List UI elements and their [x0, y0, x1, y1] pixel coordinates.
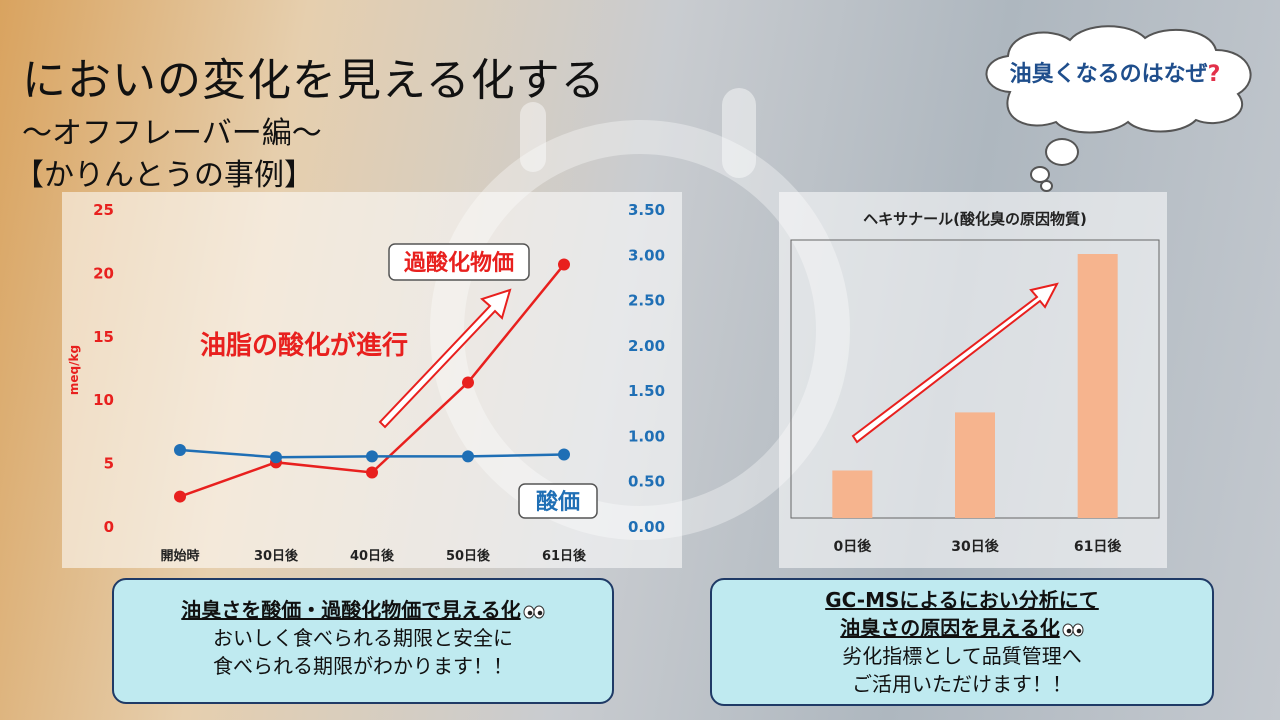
data-point-acid: [366, 450, 378, 463]
data-point-acid: [174, 444, 186, 457]
data-point-peroxide: [366, 466, 378, 479]
y-tick-label-left: 10: [93, 391, 114, 409]
cloud-shape: [985, 25, 1252, 134]
x-tick-label: 0日後: [833, 538, 872, 555]
y-tick-label-right: 1.50: [628, 382, 665, 400]
cloud-question: 油臭くなるのはなぜ?: [970, 56, 1260, 88]
data-point-peroxide: [462, 376, 474, 389]
x-tick-label: 61日後: [1074, 538, 1122, 555]
data-point-acid: [558, 448, 570, 461]
data-point-peroxide: [558, 258, 570, 271]
y-tick-label-left: 0: [104, 518, 114, 536]
y-tick-label-right: 3.50: [628, 201, 665, 219]
eyes-icon: [523, 605, 545, 618]
info-left-line2: 食べられる期限がわかります！！: [213, 654, 513, 678]
x-tick-label: 開始時: [160, 548, 199, 564]
line-chart: 0 5 10 15 20 25 0.00 0.50 1.00 1.50 2.00 2.50 3.00 3…: [67, 201, 665, 564]
info-left-heading: 油臭さを酸価・過酸化物価で見える化: [181, 598, 521, 622]
peroxide-label-box: [388, 243, 530, 281]
info-right-line1: 劣化指標として品質管理へ: [842, 644, 1082, 668]
example-label: 【かりんとうの事例】: [14, 158, 314, 193]
bar-chart: ヘキサナール(酸化臭の原因物質) 0日後 30日後 61日後: [790, 210, 1160, 555]
x-tick-label: 50日後: [446, 548, 491, 564]
bar-chart-title: ヘキサナール(酸化臭の原因物質): [863, 210, 1087, 228]
info-right-line2: ご活用いただけます！！: [852, 672, 1072, 696]
data-point-peroxide: [174, 490, 186, 503]
y-tick-label-left: 5: [104, 455, 114, 473]
bar: [1077, 254, 1118, 518]
thought-cloud: 油臭くなるのはなぜ?: [970, 22, 1270, 134]
bar-chart-panel: ヘキサナール(酸化臭の原因物質) 0日後 30日後 61日後: [779, 192, 1167, 568]
data-point-acid: [462, 450, 474, 463]
acid-series-label: 酸価: [536, 490, 580, 515]
cloud-text: 油臭くなるのはなぜ: [1009, 62, 1208, 87]
acid-label-box: [518, 483, 598, 519]
bar: [832, 470, 873, 518]
info-box-right: GC-MSによるにおい分析にて 油臭さの原因を見える化 劣化指標として品質管理へ…: [710, 578, 1214, 706]
bar: [955, 412, 995, 518]
eyes-icon: [1062, 623, 1084, 636]
info-right-heading2: 油臭さの原因を見える化: [840, 616, 1060, 640]
y-axis-label: meq/kg: [67, 345, 81, 395]
y-tick-label-right: 2.00: [628, 337, 665, 355]
data-point-acid: [270, 451, 282, 464]
y-tick-label-right: 2.50: [628, 292, 665, 310]
background-clock-knob: [722, 88, 756, 178]
oxidation-annotation: 油脂の酸化が進行: [200, 330, 408, 361]
page-subtitle: ～オフフレーバー編～: [22, 116, 322, 151]
y-tick-label-left: 25: [93, 201, 114, 219]
question-mark-icon: ?: [1207, 62, 1221, 87]
y-tick-label-left: 15: [93, 328, 114, 346]
x-tick-label: 30日後: [951, 538, 999, 555]
x-tick-label: 61日後: [542, 548, 587, 564]
x-tick-label: 40日後: [350, 548, 395, 564]
y-tick-label-right: 0.50: [628, 473, 665, 491]
trend-arrow-icon: [378, 288, 512, 429]
page-title: においの変化を見える化する: [22, 55, 606, 106]
cloud-bubble-large: [1045, 138, 1079, 166]
info-right-heading1: GC-MSによるにおい分析にて: [825, 588, 1099, 612]
line-chart-panel: 0 5 10 15 20 25 0.00 0.50 1.00 1.50 2.00 2.50 3.00 3…: [62, 192, 682, 568]
x-tick-label: 30日後: [254, 548, 299, 564]
y-tick-label-left: 20: [93, 264, 114, 282]
y-tick-label-right: 3.00: [628, 246, 665, 264]
y-tick-label-right: 1.00: [628, 427, 665, 445]
y-tick-label-right: 0.00: [628, 518, 665, 536]
info-box-left: 油臭さを酸価・過酸化物価で見える化 おいしく食べられる期限と安全に 食べられる期…: [112, 578, 614, 704]
bar-trend-arrow-icon: [851, 282, 1059, 444]
cloud-bubble-small: [1040, 180, 1053, 192]
info-left-line1: おいしく食べられる期限と安全に: [213, 626, 513, 650]
background-clock-knob-left: [520, 102, 546, 172]
peroxide-series-label: 過酸化物価: [404, 250, 514, 276]
